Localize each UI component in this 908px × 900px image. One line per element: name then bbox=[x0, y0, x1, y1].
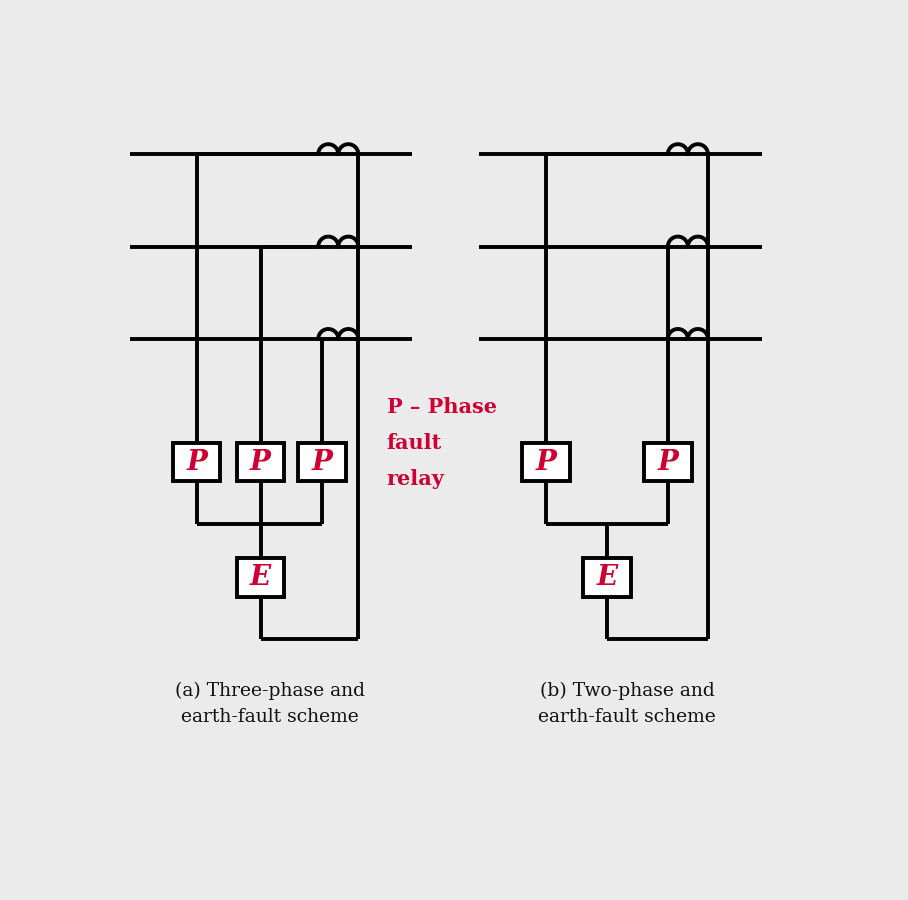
Bar bbox=[583, 558, 631, 597]
Bar bbox=[522, 443, 570, 482]
Bar bbox=[298, 443, 346, 482]
Text: (a) Three-phase and
earth-fault scheme: (a) Three-phase and earth-fault scheme bbox=[174, 681, 365, 726]
Bar bbox=[237, 558, 284, 597]
Bar bbox=[237, 443, 284, 482]
Text: (b) Two-phase and
earth-fault scheme: (b) Two-phase and earth-fault scheme bbox=[538, 681, 716, 726]
Text: P: P bbox=[657, 449, 678, 476]
Text: P: P bbox=[311, 449, 332, 476]
Text: P – Phase
fault
relay: P – Phase fault relay bbox=[387, 397, 497, 489]
Text: E: E bbox=[250, 564, 271, 591]
Text: P: P bbox=[186, 449, 207, 476]
Text: P: P bbox=[250, 449, 271, 476]
Bar bbox=[644, 443, 692, 482]
Text: E: E bbox=[597, 564, 617, 591]
Bar bbox=[173, 443, 221, 482]
Text: P: P bbox=[536, 449, 557, 476]
